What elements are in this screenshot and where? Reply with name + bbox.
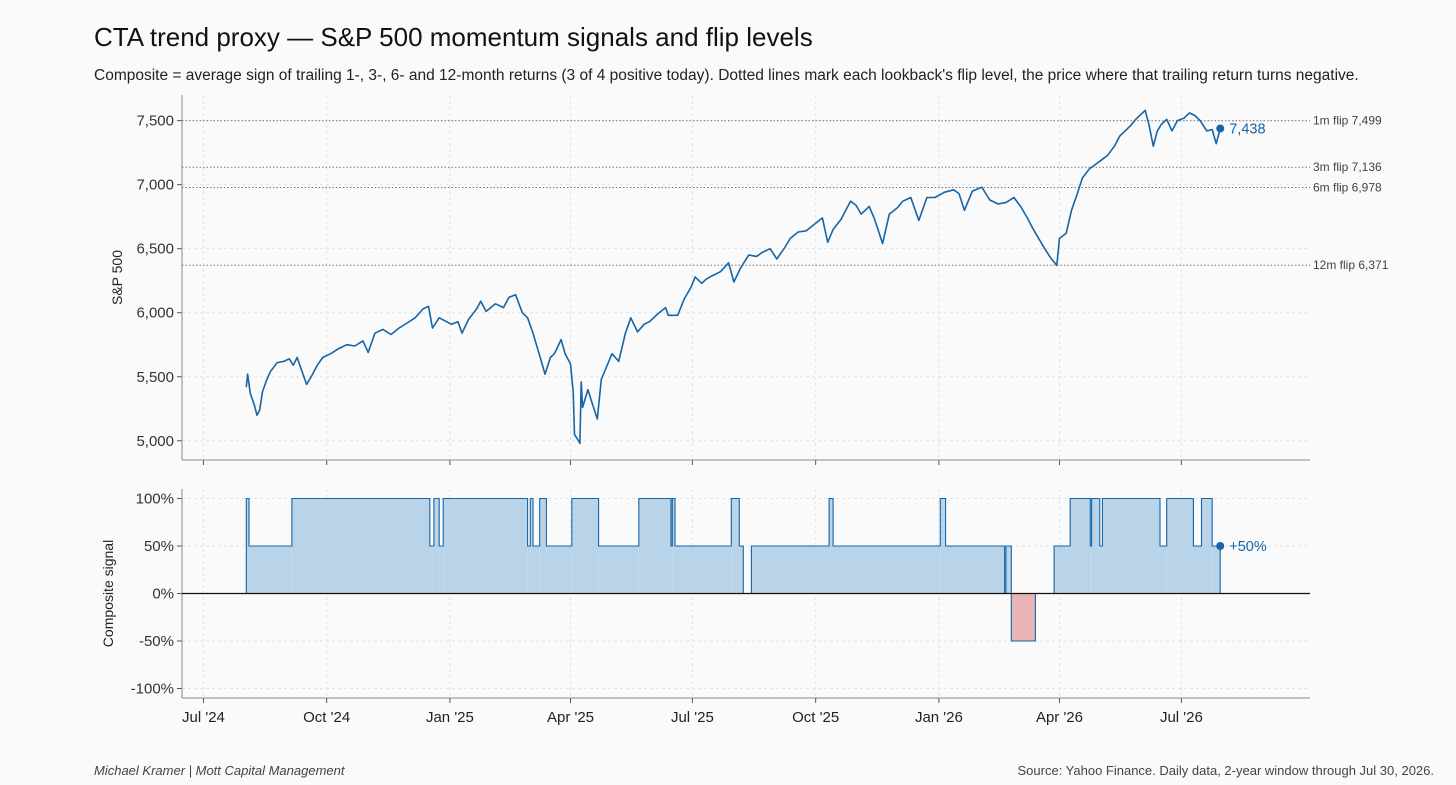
signal-positive-segment <box>1166 498 1194 594</box>
signal-positive-segment <box>527 546 531 594</box>
signal-positive-segment <box>598 546 639 594</box>
signal-y-tick-label: 0% <box>152 586 174 603</box>
signal-y-tick-label: 100% <box>136 491 174 508</box>
signal-positive-segment <box>670 546 673 594</box>
signal-positive-segment <box>751 546 830 594</box>
signal-positive-segment <box>1090 546 1092 594</box>
signal-positive-segment <box>246 498 249 594</box>
price-y-tick-label: 6,000 <box>136 305 174 322</box>
sp500-price-line <box>245 109 1221 445</box>
signal-positive-segment <box>532 546 540 594</box>
footer-author: Michael Kramer | Mott Capital Management <box>94 763 345 778</box>
signal-positive-segment <box>1212 546 1221 594</box>
signal-positive-segment <box>571 498 599 594</box>
flip-level-label: 1m flip 7,499 <box>1313 114 1382 128</box>
signal-positive-segment <box>1193 546 1202 594</box>
x-tick-label: Oct '25 <box>792 709 839 726</box>
signal-positive-segment <box>1070 498 1091 594</box>
signal-positive-segment <box>945 546 1005 594</box>
flip-level-label: 6m flip 6,978 <box>1313 180 1382 194</box>
signal-positive-segment <box>248 546 292 594</box>
signal-positive-segment <box>429 546 434 594</box>
x-tick-label: Jan '25 <box>426 709 474 726</box>
price-end-marker <box>1216 124 1225 133</box>
signal-y-tick-label: -50% <box>139 633 174 650</box>
x-tick-label: Jan '26 <box>915 709 963 726</box>
flip-level-label: 12m flip 6,371 <box>1313 258 1389 272</box>
signal-positive-segment <box>638 498 671 594</box>
flip-level-label: 3m flip 7,136 <box>1313 160 1382 174</box>
price-y-tick-label: 7,000 <box>136 177 174 194</box>
price-y-tick-label: 7,500 <box>136 113 174 130</box>
signal-negative-segment <box>1011 593 1036 641</box>
signal-positive-segment <box>546 546 572 594</box>
signal-positive-segment <box>1102 498 1160 594</box>
signal-positive-segment <box>1201 498 1213 594</box>
signal-panel: 100% 50% 0% -50% -100% Composite signal +50% <box>100 489 1310 699</box>
price-plot-area <box>182 95 1310 460</box>
signal-positive-segment <box>829 498 834 594</box>
x-tick-label: Apr '26 <box>1036 709 1083 726</box>
signal-positive-segment <box>1054 546 1067 594</box>
signal-y-tick-label: 50% <box>144 538 174 555</box>
footer-source: Source: Yahoo Finance. Daily data, 2-yea… <box>1017 763 1435 778</box>
signal-positive-segment <box>1066 546 1071 594</box>
price-panel: 5,000 5,500 6,000 6,500 7,000 7,500 S&P 500 1m … <box>109 95 1389 465</box>
signal-y-tick-label: -100% <box>131 681 174 698</box>
chart-subtitle: Composite = average sign of trailing 1-,… <box>94 67 1359 84</box>
signal-positive-segment <box>530 498 533 594</box>
x-tick-label: Apr '25 <box>547 709 594 726</box>
signal-positive-segment <box>833 546 941 594</box>
signal-positive-segment <box>731 498 740 594</box>
signal-positive-segment <box>443 498 528 594</box>
x-tick-label: Oct '24 <box>303 709 350 726</box>
signal-positive-segment <box>1005 546 1012 594</box>
signal-positive-segment <box>739 546 744 594</box>
signal-positive-segment <box>1091 498 1100 594</box>
x-tick-label: Jul '24 <box>182 709 225 726</box>
signal-positive-segment <box>539 498 547 594</box>
price-y-tick-label: 5,000 <box>136 433 174 450</box>
price-end-label: 7,438 <box>1229 122 1265 138</box>
signal-positive-segment <box>674 546 732 594</box>
signal-positive-segment <box>291 498 430 594</box>
price-y-tick-label: 5,500 <box>136 369 174 386</box>
chart-title: CTA trend proxy — S&P 500 momentum signa… <box>94 22 813 52</box>
x-tick-label: Jul '25 <box>671 709 714 726</box>
price-y-tick-label: 6,500 <box>136 241 174 258</box>
x-axis: Jul '24 Oct '24 Jan '25 Apr '25 Jul '25 Oct '… <box>182 698 1203 726</box>
signal-positive-segment <box>1159 546 1167 594</box>
price-y-axis-label: S&P 500 <box>109 250 125 305</box>
signal-y-axis-label: Composite signal <box>100 540 116 647</box>
signal-positive-segment <box>433 498 440 594</box>
signal-positive-segment <box>439 546 444 594</box>
signal-positive-segment <box>940 498 946 594</box>
signal-positive-segment <box>672 498 675 594</box>
x-tick-label: Jul '26 <box>1160 709 1203 726</box>
signal-end-label: +50% <box>1229 539 1267 555</box>
signal-positive-segment <box>1099 546 1103 594</box>
signal-end-marker <box>1216 542 1225 550</box>
